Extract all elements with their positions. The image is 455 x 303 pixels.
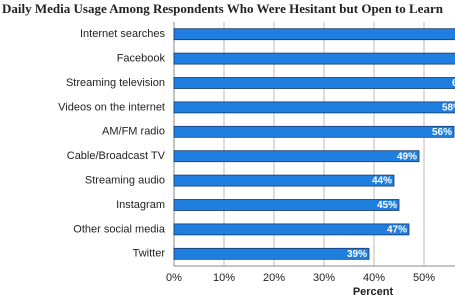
bar <box>173 101 455 114</box>
y-tick-label: Videos on the internet <box>58 101 165 113</box>
bar <box>173 174 395 187</box>
y-tick-label: AM/FM radio <box>102 126 165 138</box>
value-label: 58% <box>442 103 455 114</box>
x-tick-label: 30% <box>313 272 335 284</box>
value-label: 44% <box>372 176 392 187</box>
bar <box>173 223 410 236</box>
x-tick-label: 0% <box>166 272 182 284</box>
y-tick-label: Other social media <box>73 223 166 235</box>
bar <box>173 28 455 41</box>
x-axis-title: Percent <box>353 286 394 298</box>
y-tick-label: Facebook <box>117 53 166 65</box>
x-tick-label: 40% <box>363 272 385 284</box>
y-tick-label: Internet searches <box>80 28 165 40</box>
y-tick-label: Streaming audio <box>85 175 165 187</box>
x-tick-label: 10% <box>213 272 235 284</box>
value-label: 49% <box>397 151 417 162</box>
value-label: 45% <box>377 200 397 211</box>
x-tick-label: 50% <box>413 272 435 284</box>
bar <box>173 199 400 211</box>
bar <box>173 247 370 260</box>
value-label: 47% <box>387 225 407 236</box>
x-tick-label: 20% <box>263 272 285 284</box>
bar <box>173 125 455 138</box>
bar <box>173 150 420 163</box>
chart-title: Daily Media Usage Among Respondents Who … <box>2 1 444 16</box>
bar <box>173 52 455 65</box>
bar <box>173 77 455 89</box>
value-label: 39% <box>347 249 367 260</box>
y-tick-label: Twitter <box>133 248 166 260</box>
value-label: 60% <box>452 78 455 89</box>
value-label: 56% <box>432 127 452 138</box>
y-tick-label: Streaming television <box>66 77 165 89</box>
y-tick-label: Instagram <box>116 199 165 211</box>
y-tick-label: Cable/Broadcast TV <box>67 150 166 162</box>
